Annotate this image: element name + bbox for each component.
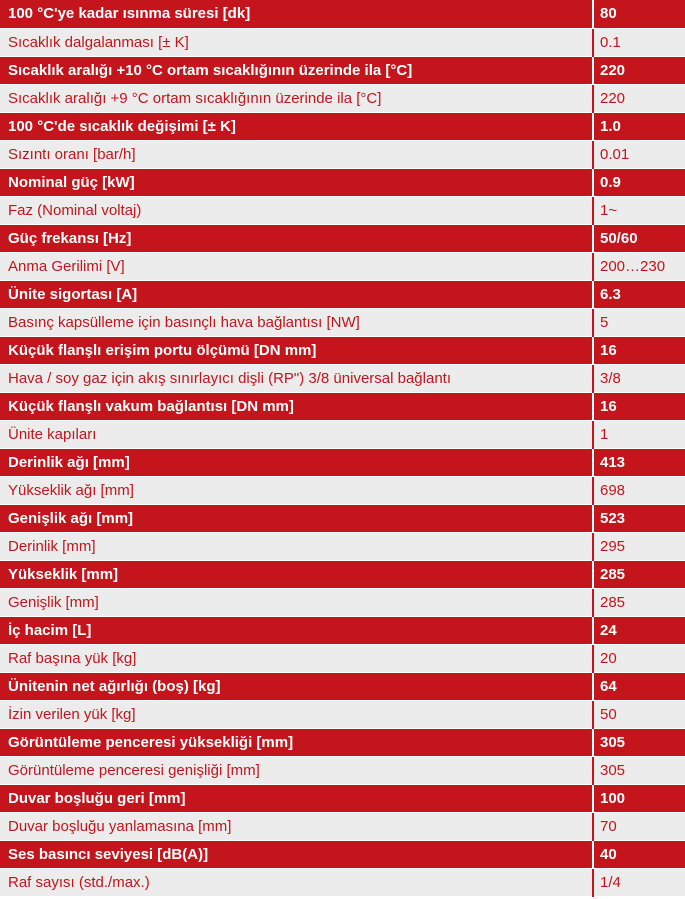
spec-value: 1~ (592, 196, 685, 225)
spec-label: Sıcaklık aralığı +9 °C ortam sıcaklığını… (0, 84, 593, 113)
spec-row: Sızıntı oranı [bar/h] 0.01 (0, 140, 685, 169)
spec-row: Genişlik ağı [mm] 523 (0, 504, 685, 533)
spec-row: Derinlik ağı [mm] 413 (0, 448, 685, 477)
spec-row: Sıcaklık aralığı +9 °C ortam sıcaklığını… (0, 84, 685, 113)
spec-label: Raf sayısı (std./max.) (0, 868, 593, 897)
spec-value: 50 (592, 700, 685, 729)
spec-label: Genişlik [mm] (0, 588, 593, 617)
spec-row: Derinlik [mm] 295 (0, 532, 685, 561)
spec-label: Derinlik [mm] (0, 532, 593, 561)
spec-label: Derinlik ağı [mm] (0, 448, 593, 477)
spec-label: Duvar boşluğu geri [mm] (0, 784, 593, 813)
spec-label: Nominal güç [kW] (0, 168, 593, 197)
spec-value: 413 (592, 448, 685, 477)
spec-value: 24 (592, 616, 685, 645)
spec-value: 16 (592, 392, 685, 421)
spec-label: 100 °C'de sıcaklık değişimi [± K] (0, 112, 593, 141)
spec-label: Ünitenin net ağırlığı (boş) [kg] (0, 672, 593, 701)
spec-label: Sıcaklık dalgalanması [± K] (0, 28, 593, 57)
spec-value: 220 (592, 56, 685, 85)
spec-label: Sızıntı oranı [bar/h] (0, 140, 593, 169)
spec-row: Güç frekansı [Hz] 50/60 (0, 224, 685, 253)
spec-value: 200…230 (592, 252, 685, 281)
spec-value: 698 (592, 476, 685, 505)
spec-row: Yükseklik [mm] 285 (0, 560, 685, 589)
spec-label: Duvar boşluğu yanlamasına [mm] (0, 812, 593, 841)
spec-row: 100 °C'de sıcaklık değişimi [± K] 1.0 (0, 112, 685, 141)
spec-label: Ünite kapıları (0, 420, 593, 449)
spec-row: Duvar boşluğu geri [mm] 100 (0, 784, 685, 813)
spec-row: Nominal güç [kW] 0.9 (0, 168, 685, 197)
spec-value: 100 (592, 784, 685, 813)
spec-value: 1 (592, 420, 685, 449)
spec-value: 80 (592, 0, 685, 29)
spec-value: 0.9 (592, 168, 685, 197)
spec-value: 0.1 (592, 28, 685, 57)
spec-row: Raf sayısı (std./max.) 1/4 (0, 868, 685, 897)
spec-row: Görüntüleme penceresi yüksekliği [mm] 305 (0, 728, 685, 757)
spec-label: Hava / soy gaz için akış sınırlayıcı diş… (0, 364, 593, 393)
spec-label: Görüntüleme penceresi yüksekliği [mm] (0, 728, 593, 757)
spec-row: Sıcaklık dalgalanması [± K] 0.1 (0, 28, 685, 57)
spec-row: Faz (Nominal voltaj) 1~ (0, 196, 685, 225)
spec-value: 6.3 (592, 280, 685, 309)
spec-value: 285 (592, 588, 685, 617)
spec-label: Küçük flanşlı erişim portu ölçümü [DN mm… (0, 336, 593, 365)
spec-label: Ses basıncı seviyesi [dB(A)] (0, 840, 593, 869)
spec-row: Sıcaklık aralığı +10 °C ortam sıcaklığın… (0, 56, 685, 85)
spec-label: Güç frekansı [Hz] (0, 224, 593, 253)
spec-value: 16 (592, 336, 685, 365)
spec-label: İzin verilen yük [kg] (0, 700, 593, 729)
spec-row: Genişlik [mm] 285 (0, 588, 685, 617)
spec-label: Görüntüleme penceresi genişliği [mm] (0, 756, 593, 785)
spec-row: Ünitenin net ağırlığı (boş) [kg] 64 (0, 672, 685, 701)
spec-value: 295 (592, 532, 685, 561)
spec-label: Basınç kapsülleme için basınçlı hava bağ… (0, 308, 593, 337)
spec-row: Ses basıncı seviyesi [dB(A)] 40 (0, 840, 685, 869)
spec-value: 50/60 (592, 224, 685, 253)
spec-label: Sıcaklık aralığı +10 °C ortam sıcaklığın… (0, 56, 593, 85)
spec-label: Küçük flanşlı vakum bağlantısı [DN mm] (0, 392, 593, 421)
spec-value: 305 (592, 756, 685, 785)
spec-row: Hava / soy gaz için akış sınırlayıcı diş… (0, 364, 685, 393)
spec-value: 305 (592, 728, 685, 757)
spec-value: 20 (592, 644, 685, 673)
spec-row: Yükseklik ağı [mm] 698 (0, 476, 685, 505)
spec-row: Ünite kapıları 1 (0, 420, 685, 449)
spec-value: 1.0 (592, 112, 685, 141)
spec-label: İç hacim [L] (0, 616, 593, 645)
spec-row: Ünite sigortası [A] 6.3 (0, 280, 685, 309)
spec-row: 100 °C'ye kadar ısınma süresi [dk] 80 (0, 0, 685, 29)
spec-value: 5 (592, 308, 685, 337)
spec-label: Ünite sigortası [A] (0, 280, 593, 309)
spec-row: İç hacim [L] 24 (0, 616, 685, 645)
spec-row: Anma Gerilimi [V] 200…230 (0, 252, 685, 281)
spec-value: 0.01 (592, 140, 685, 169)
spec-label: 100 °C'ye kadar ısınma süresi [dk] (0, 0, 593, 29)
spec-value: 3/8 (592, 364, 685, 393)
spec-label: Anma Gerilimi [V] (0, 252, 593, 281)
spec-label: Genişlik ağı [mm] (0, 504, 593, 533)
spec-label: Raf başına yük [kg] (0, 644, 593, 673)
spec-row: Duvar boşluğu yanlamasına [mm] 70 (0, 812, 685, 841)
spec-value: 1/4 (592, 868, 685, 897)
spec-row: Küçük flanşlı vakum bağlantısı [DN mm] 16 (0, 392, 685, 421)
spec-row: Görüntüleme penceresi genişliği [mm] 305 (0, 756, 685, 785)
spec-label: Yükseklik [mm] (0, 560, 593, 589)
spec-value: 523 (592, 504, 685, 533)
spec-row: Basınç kapsülleme için basınçlı hava bağ… (0, 308, 685, 337)
spec-value: 70 (592, 812, 685, 841)
spec-row: Raf başına yük [kg] 20 (0, 644, 685, 673)
spec-value: 64 (592, 672, 685, 701)
spec-label: Yükseklik ağı [mm] (0, 476, 593, 505)
spec-row: İzin verilen yük [kg] 50 (0, 700, 685, 729)
spec-value: 285 (592, 560, 685, 589)
spec-label: Faz (Nominal voltaj) (0, 196, 593, 225)
spec-row: Küçük flanşlı erişim portu ölçümü [DN mm… (0, 336, 685, 365)
spec-value: 220 (592, 84, 685, 113)
spec-value: 40 (592, 840, 685, 869)
